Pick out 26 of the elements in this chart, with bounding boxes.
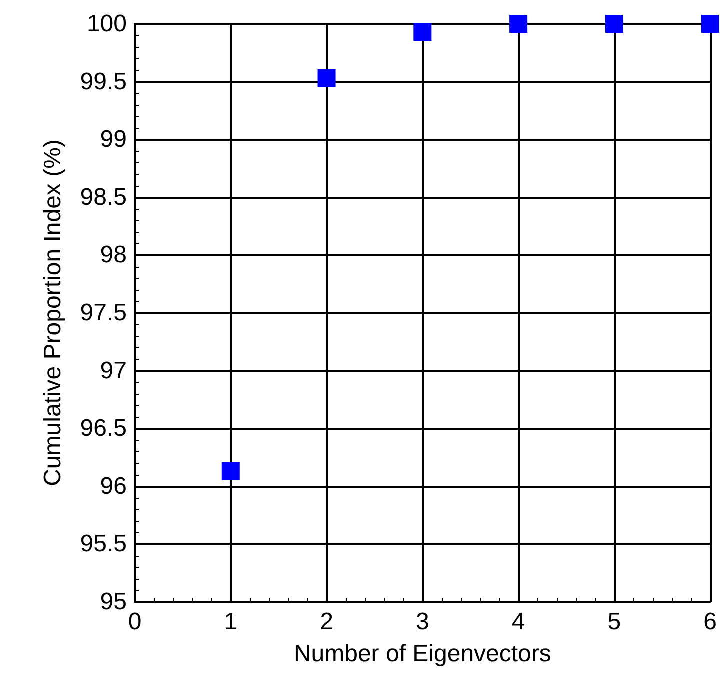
y-tick-label: 95 <box>100 588 127 616</box>
y-axis-title: Cumulative Proportion Index (%) <box>40 140 66 486</box>
point <box>318 69 336 88</box>
x-tick-label: 1 <box>224 608 238 636</box>
y-tick-label: 100 <box>86 10 127 38</box>
y-tick-label: 97 <box>100 357 127 384</box>
y-tick-label: 97.5 <box>80 300 127 326</box>
x-tick-label: 0 <box>128 608 142 636</box>
x-tick-label: 5 <box>608 608 622 636</box>
x-tick-label: 3 <box>416 608 430 636</box>
point <box>701 15 720 33</box>
point <box>414 23 432 42</box>
y-tick-label: 99 <box>100 126 127 154</box>
y-tick-label: 96 <box>100 472 127 500</box>
x-axis-title: Number of Eigenvectors <box>294 640 552 668</box>
y-tick-label: 98.5 <box>80 184 127 211</box>
point <box>510 15 528 33</box>
x-tick-label: 6 <box>704 608 718 636</box>
y-tick-label: 98 <box>100 242 127 269</box>
point <box>605 15 624 33</box>
x-tick-label: 4 <box>512 608 526 636</box>
y-tick-label: 96.5 <box>80 415 127 442</box>
y-tick-label: 99.5 <box>80 68 127 96</box>
point <box>222 462 240 480</box>
x-tick-label: 2 <box>320 608 334 636</box>
y-tick-label: 95.5 <box>80 530 127 558</box>
